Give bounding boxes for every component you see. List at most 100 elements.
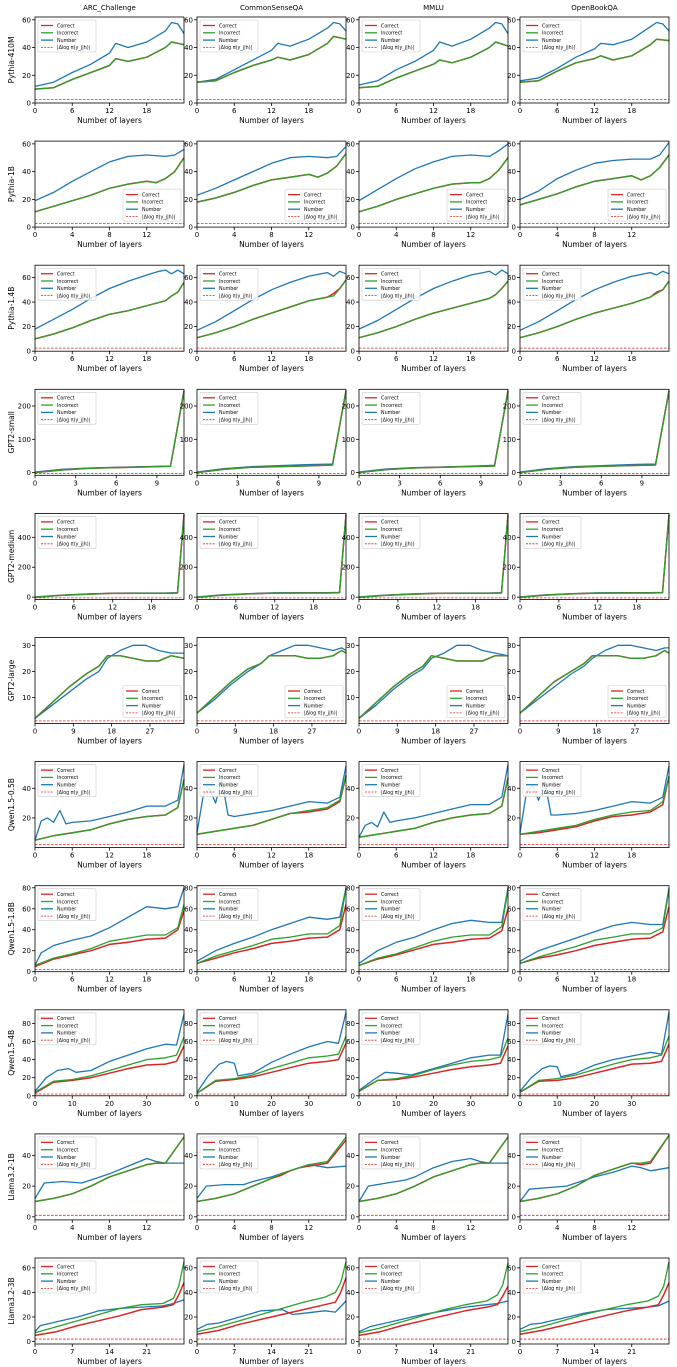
legend-label: Number <box>542 783 561 789</box>
legend-box <box>361 1260 421 1294</box>
x-tick-label: 0 <box>357 1348 361 1356</box>
y-tick-label: 0 <box>189 1092 193 1100</box>
x-tick-label: 0 <box>33 479 37 487</box>
correct-line <box>196 1042 347 1094</box>
legend-label: Number <box>219 1279 238 1285</box>
x-axis-label: Number of layers <box>562 1109 627 1118</box>
x-axis-label: Number of layers <box>239 1357 304 1366</box>
column-title: ARC_Challenge <box>83 4 136 12</box>
incorrect-line <box>358 1262 509 1334</box>
legend-label: Number <box>57 1031 76 1037</box>
x-tick-label: 12 <box>267 107 276 115</box>
legend-label: Correct <box>219 23 237 29</box>
incorrect-line <box>519 889 670 964</box>
y-tick-label: 0 <box>27 1338 31 1346</box>
y-tick-label: 20 <box>22 668 31 676</box>
legend-label: Incorrect <box>57 775 78 781</box>
legend-label: Incorrect <box>57 279 78 285</box>
y-tick-label: 10 <box>184 694 193 702</box>
legend-label: Number <box>219 907 238 913</box>
subplot: 0 6 12 18 0 20 40 60 80 Number of layers CorrectIn… <box>346 884 509 994</box>
legend-label: |Δlog π(y_j|h)| <box>57 914 90 920</box>
y-tick-label: 60 <box>507 274 516 282</box>
x-tick-label: 4 <box>70 1224 75 1232</box>
legend-label: Number <box>219 410 238 416</box>
legend-label: |Δlog π(y_j|h)| <box>381 542 414 548</box>
legend-box <box>361 888 421 922</box>
subplot: 0 6 12 18 0 20 40 60 Number of layers Correct Inco… <box>346 16 509 125</box>
y-tick-label: 100 <box>180 436 193 444</box>
legend-label: |Δlog π(y_j|h)| <box>219 542 252 548</box>
legend-label: Number <box>542 1031 561 1037</box>
x-tick-label: 6 <box>396 603 401 611</box>
x-tick-label: 0 <box>518 231 522 239</box>
legend-label: Correct <box>219 1264 237 1270</box>
x-axis-label: Number of layers <box>77 116 142 125</box>
y-tick-label: 60 <box>184 140 193 148</box>
legend-label: Incorrect <box>381 527 402 533</box>
x-tick-label: 18 <box>592 728 601 736</box>
x-tick-label: 12 <box>429 355 438 363</box>
x-tick-label: 12 <box>466 231 475 239</box>
incorrect-line <box>196 1136 347 1203</box>
legend-box <box>361 19 421 53</box>
y-tick-label: 20 <box>22 323 31 331</box>
x-tick-label: 18 <box>107 728 116 736</box>
y-tick-label: 60 <box>22 905 31 913</box>
x-tick-label: 6 <box>232 355 237 363</box>
x-axis-label: Number of layers <box>77 612 142 621</box>
y-tick-label: 20 <box>346 323 355 331</box>
y-tick-label: 200 <box>503 402 516 410</box>
x-tick-label: 18 <box>304 107 313 115</box>
number-line <box>358 887 509 964</box>
x-axis-label: Number of layers <box>562 737 627 746</box>
subplot: 0 10 20 30 0 20 40 60 80 Number of layers CorrectI… <box>346 1009 509 1118</box>
correct-line <box>34 1282 185 1337</box>
legend-label: Incorrect <box>219 899 240 905</box>
x-tick-label: 10 <box>230 1100 239 1108</box>
number-line <box>519 644 669 714</box>
x-tick-label: 0 <box>33 1348 37 1356</box>
y-tick-label: 40 <box>22 1152 31 1160</box>
row-label: GPT2-medium <box>7 530 16 583</box>
number-line <box>358 269 509 330</box>
x-tick-label: 3 <box>558 479 562 487</box>
y-tick-label: 10 <box>346 694 355 702</box>
legend-label: Incorrect <box>627 696 648 702</box>
incorrect-line <box>196 887 347 964</box>
row-label: Llama3.2-1B <box>7 1153 16 1200</box>
axes-frame <box>519 513 670 600</box>
number-line <box>358 644 509 719</box>
legend-label: Correct <box>627 689 645 695</box>
legend-label: Incorrect <box>542 527 563 533</box>
y-tick-label: 40 <box>346 168 355 176</box>
incorrect-line <box>358 514 509 598</box>
legend-label: Number <box>219 286 238 292</box>
x-tick-label: 18 <box>466 107 475 115</box>
legend-label: Number <box>542 1279 561 1285</box>
x-axis-label: Number of layers <box>239 364 304 373</box>
x-tick-label: 6 <box>557 603 562 611</box>
legend-label: Correct <box>219 272 237 278</box>
legend-label: |Δlog π(y_j|h)| <box>219 1286 252 1292</box>
x-tick-label: 20 <box>105 1100 114 1108</box>
x-axis-label: Number of layers <box>401 612 466 621</box>
legend-label: Number <box>542 410 561 416</box>
subplot: 0 6 12 18 20 40 Number of layers CorrectIncorre… <box>22 761 185 870</box>
legend-label: Correct <box>219 1140 237 1146</box>
y-tick-label: 20 <box>507 1074 516 1082</box>
legend-label: Number <box>381 38 400 44</box>
x-tick-label: 0 <box>33 728 37 736</box>
subplot: 0 4 8 12 0 20 40 Number of layers Correct Incorre… <box>346 1133 509 1242</box>
row-label: Qwen1.5-0.5B <box>7 778 16 831</box>
y-tick-label: 40 <box>22 1289 31 1297</box>
legend-label: Number <box>219 1155 238 1161</box>
x-axis-label: Number of layers <box>401 364 466 373</box>
x-tick-label: 0 <box>195 107 199 115</box>
y-tick-label: 0 <box>512 348 516 356</box>
subplot: 0 10 20 30 0 20 40 60 80 Number of layers CorrectI… <box>507 1009 670 1118</box>
legend-label: Incorrect <box>542 1272 563 1278</box>
x-tick-label: 0 <box>518 1224 522 1232</box>
